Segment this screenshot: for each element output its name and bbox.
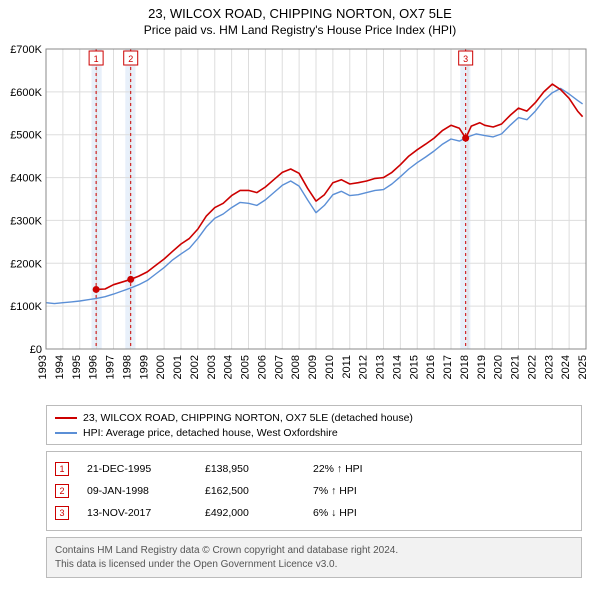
title-address: 23, WILCOX ROAD, CHIPPING NORTON, OX7 5L… bbox=[0, 6, 600, 21]
footer-line: Contains HM Land Registry data © Crown c… bbox=[55, 544, 573, 558]
svg-text:2020: 2020 bbox=[493, 355, 505, 379]
svg-text:2014: 2014 bbox=[391, 355, 403, 379]
svg-text:2023: 2023 bbox=[543, 355, 555, 379]
svg-text:1995: 1995 bbox=[71, 355, 83, 379]
svg-text:2000: 2000 bbox=[155, 355, 167, 379]
svg-text:1993: 1993 bbox=[37, 355, 49, 379]
svg-text:2002: 2002 bbox=[189, 355, 201, 379]
title-block: 23, WILCOX ROAD, CHIPPING NORTON, OX7 5L… bbox=[0, 0, 600, 39]
transaction-marker: 3 bbox=[55, 506, 69, 520]
legend-label: 23, WILCOX ROAD, CHIPPING NORTON, OX7 5L… bbox=[83, 412, 413, 424]
svg-text:2025: 2025 bbox=[577, 355, 589, 379]
svg-text:2007: 2007 bbox=[273, 355, 285, 379]
svg-text:2018: 2018 bbox=[459, 355, 471, 379]
svg-text:2006: 2006 bbox=[256, 355, 268, 379]
svg-text:2017: 2017 bbox=[442, 355, 454, 379]
transactions: 1 21-DEC-1995 £138,950 22% ↑ HPI 2 09-JA… bbox=[46, 451, 582, 531]
svg-text:£600K: £600K bbox=[10, 87, 42, 99]
transaction-pct: 7% ↑ HPI bbox=[313, 485, 403, 497]
svg-text:2: 2 bbox=[128, 54, 133, 64]
transaction-date: 13-NOV-2017 bbox=[87, 507, 187, 519]
svg-text:2004: 2004 bbox=[223, 355, 235, 379]
svg-text:2009: 2009 bbox=[307, 355, 319, 379]
svg-text:2012: 2012 bbox=[358, 355, 370, 379]
svg-text:£100K: £100K bbox=[10, 301, 42, 313]
svg-text:1996: 1996 bbox=[88, 355, 100, 379]
svg-text:1997: 1997 bbox=[105, 355, 117, 379]
transaction-date: 21-DEC-1995 bbox=[87, 463, 187, 475]
title-subtitle: Price paid vs. HM Land Registry's House … bbox=[0, 23, 600, 37]
svg-text:1999: 1999 bbox=[138, 355, 150, 379]
svg-text:£500K: £500K bbox=[10, 130, 42, 142]
chart: £0 £100K £200K £300K £400K £500K £600K £700K 199… bbox=[0, 39, 600, 399]
transaction-row: 3 13-NOV-2017 £492,000 6% ↓ HPI bbox=[55, 502, 573, 524]
transaction-price: £138,950 bbox=[205, 463, 295, 475]
svg-text:2003: 2003 bbox=[206, 355, 218, 379]
transaction-date: 09-JAN-1998 bbox=[87, 485, 187, 497]
svg-text:£200K: £200K bbox=[10, 258, 42, 270]
svg-text:2019: 2019 bbox=[476, 355, 488, 379]
legend-item: HPI: Average price, detached house, West… bbox=[55, 425, 573, 440]
transaction-marker: 1 bbox=[55, 462, 69, 476]
svg-text:2011: 2011 bbox=[341, 355, 353, 379]
svg-text:2016: 2016 bbox=[425, 355, 437, 379]
legend: 23, WILCOX ROAD, CHIPPING NORTON, OX7 5L… bbox=[46, 405, 582, 445]
svg-text:2005: 2005 bbox=[240, 355, 252, 379]
transaction-row: 2 09-JAN-1998 £162,500 7% ↑ HPI bbox=[55, 480, 573, 502]
footer-line: This data is licensed under the Open Gov… bbox=[55, 558, 573, 572]
transaction-row: 1 21-DEC-1995 £138,950 22% ↑ HPI bbox=[55, 458, 573, 480]
transaction-marker: 2 bbox=[55, 484, 69, 498]
svg-text:2001: 2001 bbox=[172, 355, 184, 379]
svg-text:£400K: £400K bbox=[10, 173, 42, 185]
legend-label: HPI: Average price, detached house, West… bbox=[83, 427, 338, 439]
svg-text:1994: 1994 bbox=[54, 355, 66, 379]
svg-text:1: 1 bbox=[94, 54, 99, 64]
legend-swatch bbox=[55, 417, 77, 419]
svg-text:3: 3 bbox=[463, 54, 468, 64]
svg-text:2015: 2015 bbox=[408, 355, 420, 379]
chart-svg: £0 £100K £200K £300K £400K £500K £600K £700K 199… bbox=[0, 39, 600, 399]
svg-text:2010: 2010 bbox=[324, 355, 336, 379]
transaction-pct: 22% ↑ HPI bbox=[313, 463, 403, 475]
svg-text:2008: 2008 bbox=[290, 355, 302, 379]
transaction-price: £162,500 bbox=[205, 485, 295, 497]
svg-text:1998: 1998 bbox=[121, 355, 133, 379]
svg-text:2024: 2024 bbox=[560, 355, 572, 379]
svg-text:2022: 2022 bbox=[526, 355, 538, 379]
legend-swatch bbox=[55, 432, 77, 434]
chart-container: 23, WILCOX ROAD, CHIPPING NORTON, OX7 5L… bbox=[0, 0, 600, 578]
legend-item: 23, WILCOX ROAD, CHIPPING NORTON, OX7 5L… bbox=[55, 410, 573, 425]
transaction-price: £492,000 bbox=[205, 507, 295, 519]
transaction-pct: 6% ↓ HPI bbox=[313, 507, 403, 519]
svg-text:2013: 2013 bbox=[375, 355, 387, 379]
svg-text:£300K: £300K bbox=[10, 215, 42, 227]
svg-text:£700K: £700K bbox=[10, 44, 42, 56]
footer: Contains HM Land Registry data © Crown c… bbox=[46, 537, 582, 578]
svg-text:£0: £0 bbox=[30, 344, 42, 356]
svg-text:2021: 2021 bbox=[510, 355, 522, 379]
